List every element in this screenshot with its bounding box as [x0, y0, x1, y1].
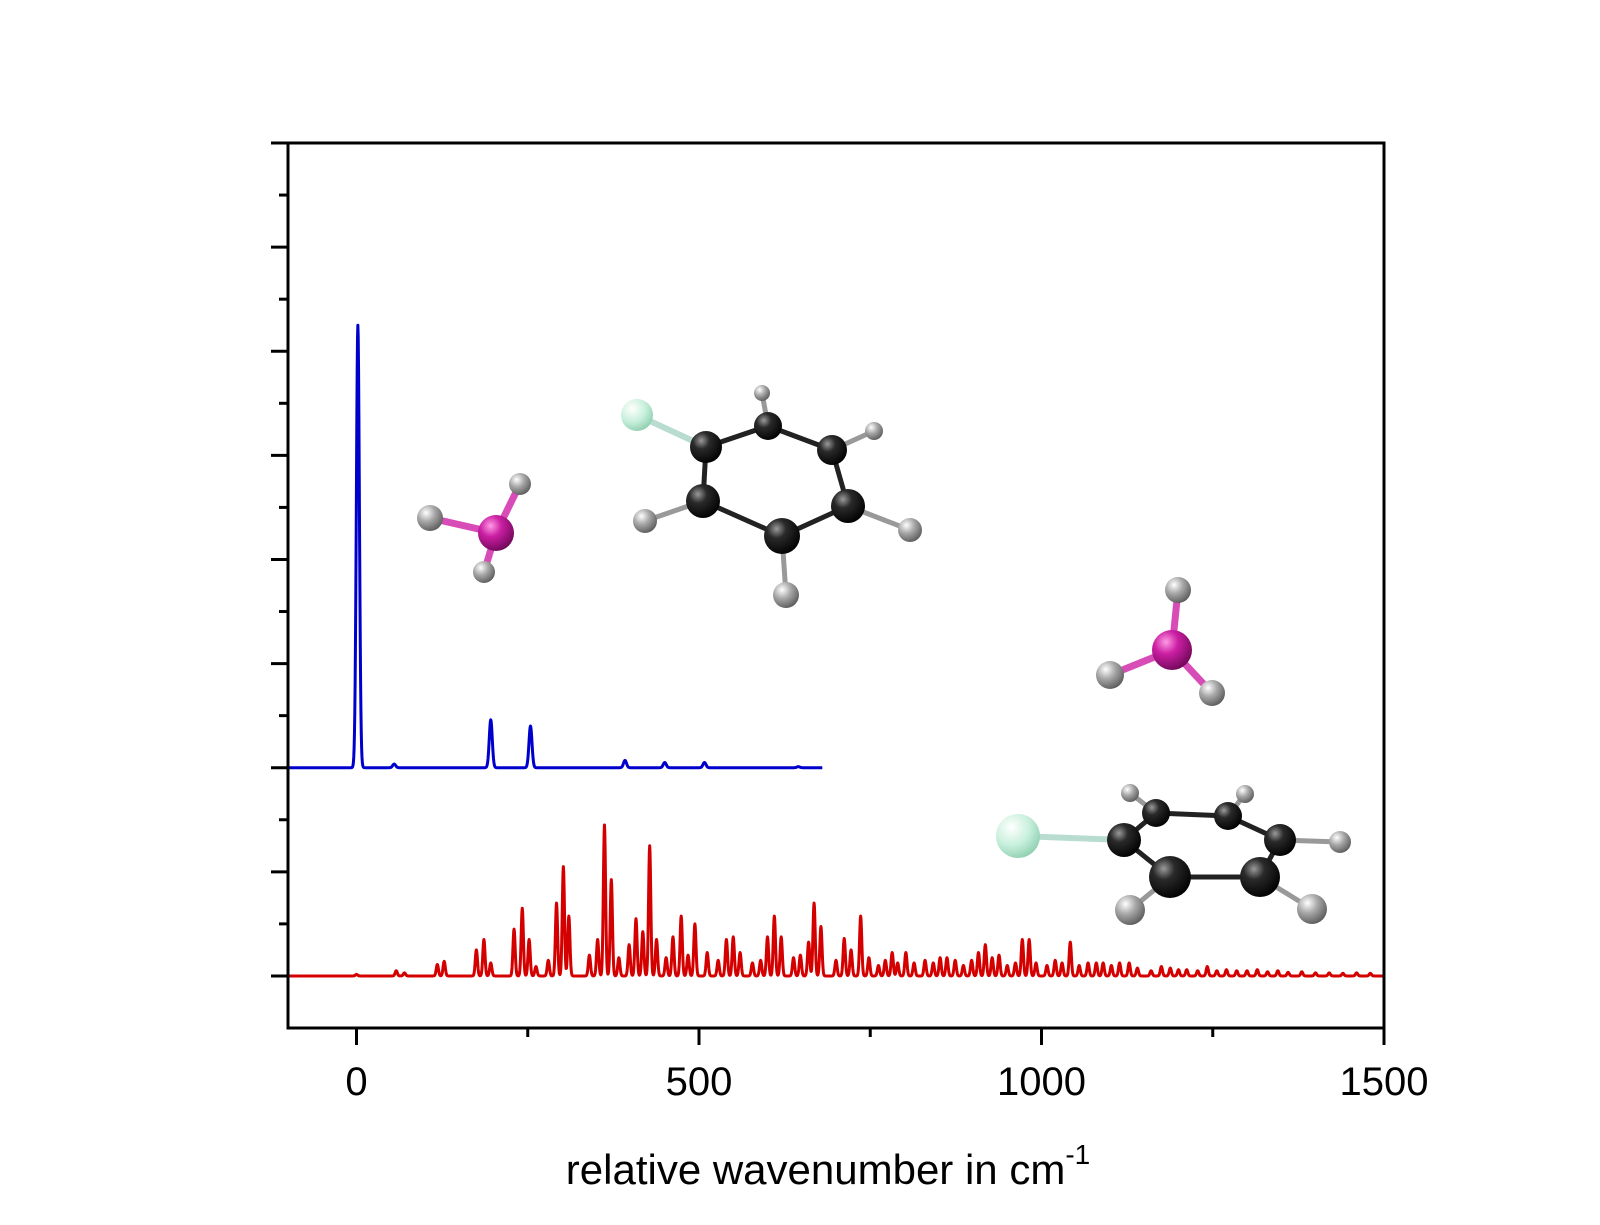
molecule-complex-upper-icon	[417, 385, 922, 608]
x-tick-label: 0	[345, 1060, 367, 1104]
x-axis-title: relative wavenumber in cm-1	[566, 1139, 1090, 1193]
spectrum-traces	[286, 323, 1386, 978]
x-tick-label: 1500	[1340, 1060, 1429, 1104]
molecule-complex-lower-icon	[996, 577, 1351, 925]
x-axis-ticks	[355, 1028, 1386, 1045]
plot-frame	[286, 141, 1386, 1030]
series-line-1	[286, 323, 824, 770]
x-tick-label: 1000	[997, 1060, 1086, 1104]
x-axis-title-superscript: -1	[1065, 1139, 1090, 1170]
x-tick-label: 500	[666, 1060, 733, 1104]
x-axis-tick-labels: 0 500 1000 1500	[345, 1060, 1428, 1104]
x-axis-title-text: relative wavenumber in cm	[566, 1146, 1066, 1193]
series-line-2	[286, 823, 1386, 978]
y-axis-ticks	[271, 141, 288, 978]
